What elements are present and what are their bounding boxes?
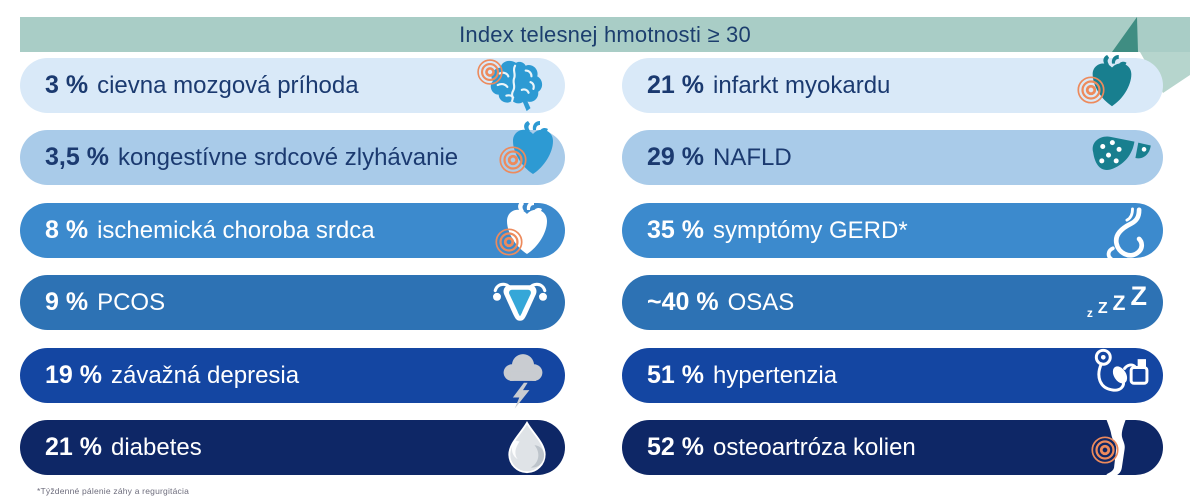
condition-pill-nafld: 29 % NAFLD xyxy=(622,130,1163,185)
condition-percentage: 29 % xyxy=(647,143,704,171)
condition-label: ischemická choroba srdca xyxy=(97,216,375,244)
condition-label: symptómy GERD* xyxy=(712,216,908,244)
condition-label: PCOS xyxy=(97,288,166,316)
ribbon-fold-triangle xyxy=(1112,17,1138,52)
condition-label: OSAS xyxy=(727,288,795,316)
condition-pill-stroke: 3 % cievna mozgová príhoda xyxy=(20,58,565,113)
condition-label: NAFLD xyxy=(712,143,792,171)
condition-pill-depression: 19 % závažná depresia xyxy=(20,348,565,403)
condition-pill-pcos: 9 % PCOS xyxy=(20,275,565,330)
condition-label: osteoartróza kolien xyxy=(712,433,916,461)
condition-pill-heart-failure: 3,5 % kongestívne srdcové zlyhávanie xyxy=(20,130,565,185)
ribbon-fold-icon xyxy=(1112,17,1190,93)
footnote-text: *Týždenné pálenie záhy a regurgitácia xyxy=(37,486,189,496)
condition-pill-knee-osteoarthritis: 52 % osteoartróza kolien xyxy=(622,420,1163,475)
anatomical-heart-icon xyxy=(501,200,553,260)
anatomical-heart-icon xyxy=(507,120,559,180)
condition-pill-gerd: 35 % symptómy GERD* xyxy=(622,203,1163,258)
condition-pill-diabetes: 21 % diabetes xyxy=(20,420,565,475)
condition-percentage: 3,5 % xyxy=(45,143,109,171)
condition-percentage: ~40 % xyxy=(647,288,719,316)
condition-label: diabetes xyxy=(110,433,202,461)
condition-label: infarkt myokardu xyxy=(712,71,891,99)
ribbon-tail xyxy=(1140,52,1190,93)
brain-icon xyxy=(487,59,547,113)
condition-pill-ischemic-heart: 8 % ischemická choroba srdca xyxy=(20,203,565,258)
condition-percentage: 9 % xyxy=(45,288,89,316)
condition-label: kongestívne srdcové zlyhávanie xyxy=(117,143,459,171)
condition-pill-hypertension: 51 % hypertenzia xyxy=(622,348,1163,403)
droplet-icon xyxy=(505,421,549,475)
condition-percentage: 8 % xyxy=(45,216,89,244)
condition-label: závažná depresia xyxy=(110,361,300,389)
pain-target-icon xyxy=(493,226,525,258)
page-title: Index telesnej hmotnosti ≥ 30 xyxy=(459,21,751,47)
condition-label: cievna mozgová príhoda xyxy=(97,71,359,99)
storm-cloud-icon xyxy=(499,351,547,409)
condition-pill-myocardial-infarction: 21 % infarkt myokardu xyxy=(622,58,1163,113)
header-ribbon: Index telesnej hmotnosti ≥ 30 xyxy=(20,17,1190,52)
anatomical-heart-icon xyxy=(1087,54,1137,112)
condition-percentage: 51 % xyxy=(647,361,704,389)
condition-percentage: 19 % xyxy=(45,361,102,389)
blood-pressure-icon xyxy=(1091,348,1149,400)
pain-target-icon xyxy=(1089,434,1121,466)
condition-percentage: 3 % xyxy=(45,71,89,99)
liver-icon xyxy=(1089,134,1153,182)
uterus-icon xyxy=(491,280,549,326)
condition-label: hypertenzia xyxy=(712,361,838,389)
knee-icon xyxy=(1097,414,1139,486)
condition-percentage: 21 % xyxy=(647,71,704,99)
condition-percentage: 21 % xyxy=(45,433,102,461)
pain-target-icon xyxy=(1075,74,1107,106)
condition-percentage: 52 % xyxy=(647,433,704,461)
gerd-footnote: *Týždenné pálenie záhy a regurgitácia xyxy=(37,486,189,496)
pain-target-icon xyxy=(475,57,505,87)
pain-target-icon xyxy=(497,144,529,176)
stomach-icon xyxy=(1101,207,1149,269)
condition-percentage: 35 % xyxy=(647,216,704,244)
